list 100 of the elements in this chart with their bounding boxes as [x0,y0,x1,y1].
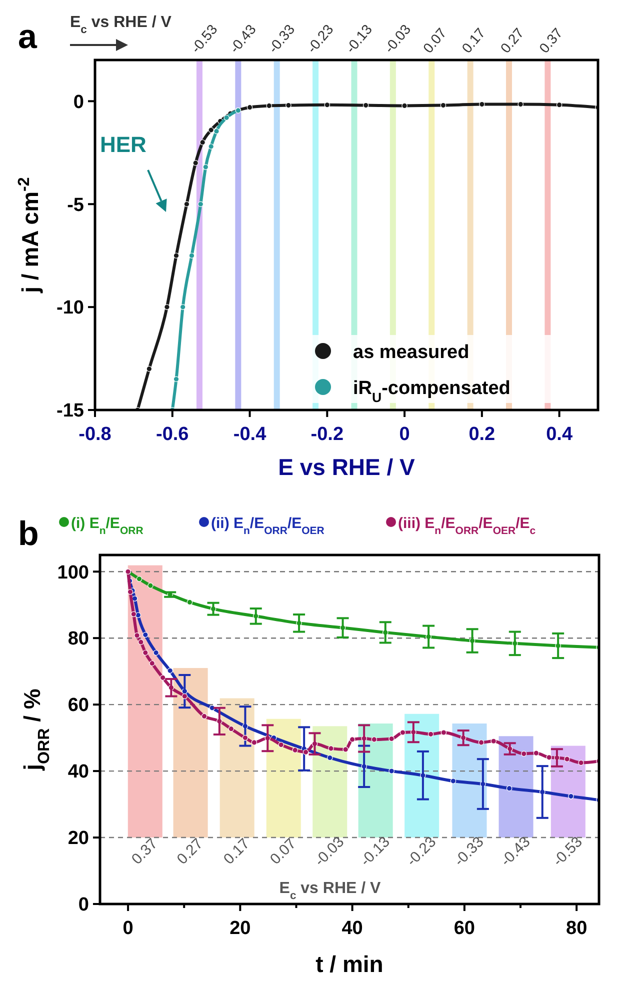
bar [498,736,534,838]
point [440,730,447,736]
point [402,102,408,109]
x-tick-label: 0 [399,424,410,445]
point [130,611,137,618]
point [198,201,204,208]
point [242,734,248,741]
x-tick-label: 20 [230,918,251,939]
point [188,252,195,258]
point [142,650,148,656]
point [148,582,154,588]
point [127,588,134,595]
x-tick-label: 0.2 [468,424,496,445]
point [160,674,166,681]
point [251,740,258,746]
point [224,114,230,121]
point [192,160,198,166]
legend-label: as measured [353,342,470,363]
y-tick-label: 40 [68,762,89,783]
point [388,768,394,774]
point [180,304,186,310]
point [278,742,284,748]
y-tick-label: 0 [78,894,89,916]
point [142,632,148,638]
y-tick-label: 0 [73,92,84,113]
point [349,736,356,742]
point [564,756,570,762]
point [324,102,330,108]
y-tick-label: -10 [56,298,84,319]
bar [220,698,254,838]
point [164,304,170,310]
bar [173,668,208,838]
legend-label: iR$_{U}$-compensated [353,378,510,404]
point [520,750,527,757]
x-tick-label: -0.4 [233,424,267,445]
point [450,778,456,784]
point [153,650,159,656]
point [506,785,512,792]
point [208,127,214,133]
chart-title: a [18,18,38,56]
legend-label: (i) E$_{n}$/E$_{ORR}$ [71,515,144,537]
x-tick-label: -0.2 [310,424,344,445]
point [173,376,180,382]
point [208,144,214,150]
point [428,731,434,738]
text: E$_{c}$ vs RHE / V [70,14,172,36]
point [479,101,485,108]
annotation: HER [100,132,147,157]
point [246,104,253,110]
point [568,793,574,800]
point [182,693,188,700]
bar [266,718,301,838]
point [184,201,190,208]
point [400,730,406,736]
point [326,754,333,761]
chart-title: b [18,515,39,553]
y-tick-label: -5 [67,194,84,216]
point [201,713,208,720]
annotation: E$_{c}$ vs RHE / V [279,880,382,902]
point [186,599,193,606]
point [134,632,140,638]
point [388,736,394,742]
y-tick-label: 80 [68,628,89,650]
point [490,738,496,744]
y-tick-label: 60 [68,695,89,716]
point [292,747,298,754]
point [328,746,334,752]
point [200,139,206,146]
point [138,639,144,645]
point [214,128,220,134]
x-tick-label: -0.8 [78,424,112,445]
point [302,749,309,755]
x-tick-label: 40 [342,918,363,939]
point [342,746,348,752]
point [266,102,272,109]
bar [128,565,162,838]
point [518,101,524,108]
bar [550,746,586,838]
point [556,102,562,108]
y-tick-label: -15 [56,400,84,422]
point [136,576,142,582]
y-tick-label: 100 [57,562,89,584]
point [202,164,209,170]
y-tick-label: 20 [68,828,89,850]
point [546,754,552,760]
x-tick-label: 0.4 [546,424,573,445]
x-tick-label: 60 [454,918,476,939]
point [371,736,378,742]
x-tick-label: 0 [122,918,134,939]
x-tick-label: -0.6 [156,424,189,445]
point [578,760,584,766]
legend-label: (ii) E$_{n}$/E$_{ORR}$/E$_{OER}$ [211,515,325,537]
bar [312,726,348,838]
x-axis-title: t / min [316,951,384,977]
point [478,740,484,746]
point [167,668,173,674]
point [146,366,152,372]
x-axis-title: E vs RHE / V [278,454,416,480]
x-tick-label: 80 [566,918,588,939]
point [173,252,180,258]
